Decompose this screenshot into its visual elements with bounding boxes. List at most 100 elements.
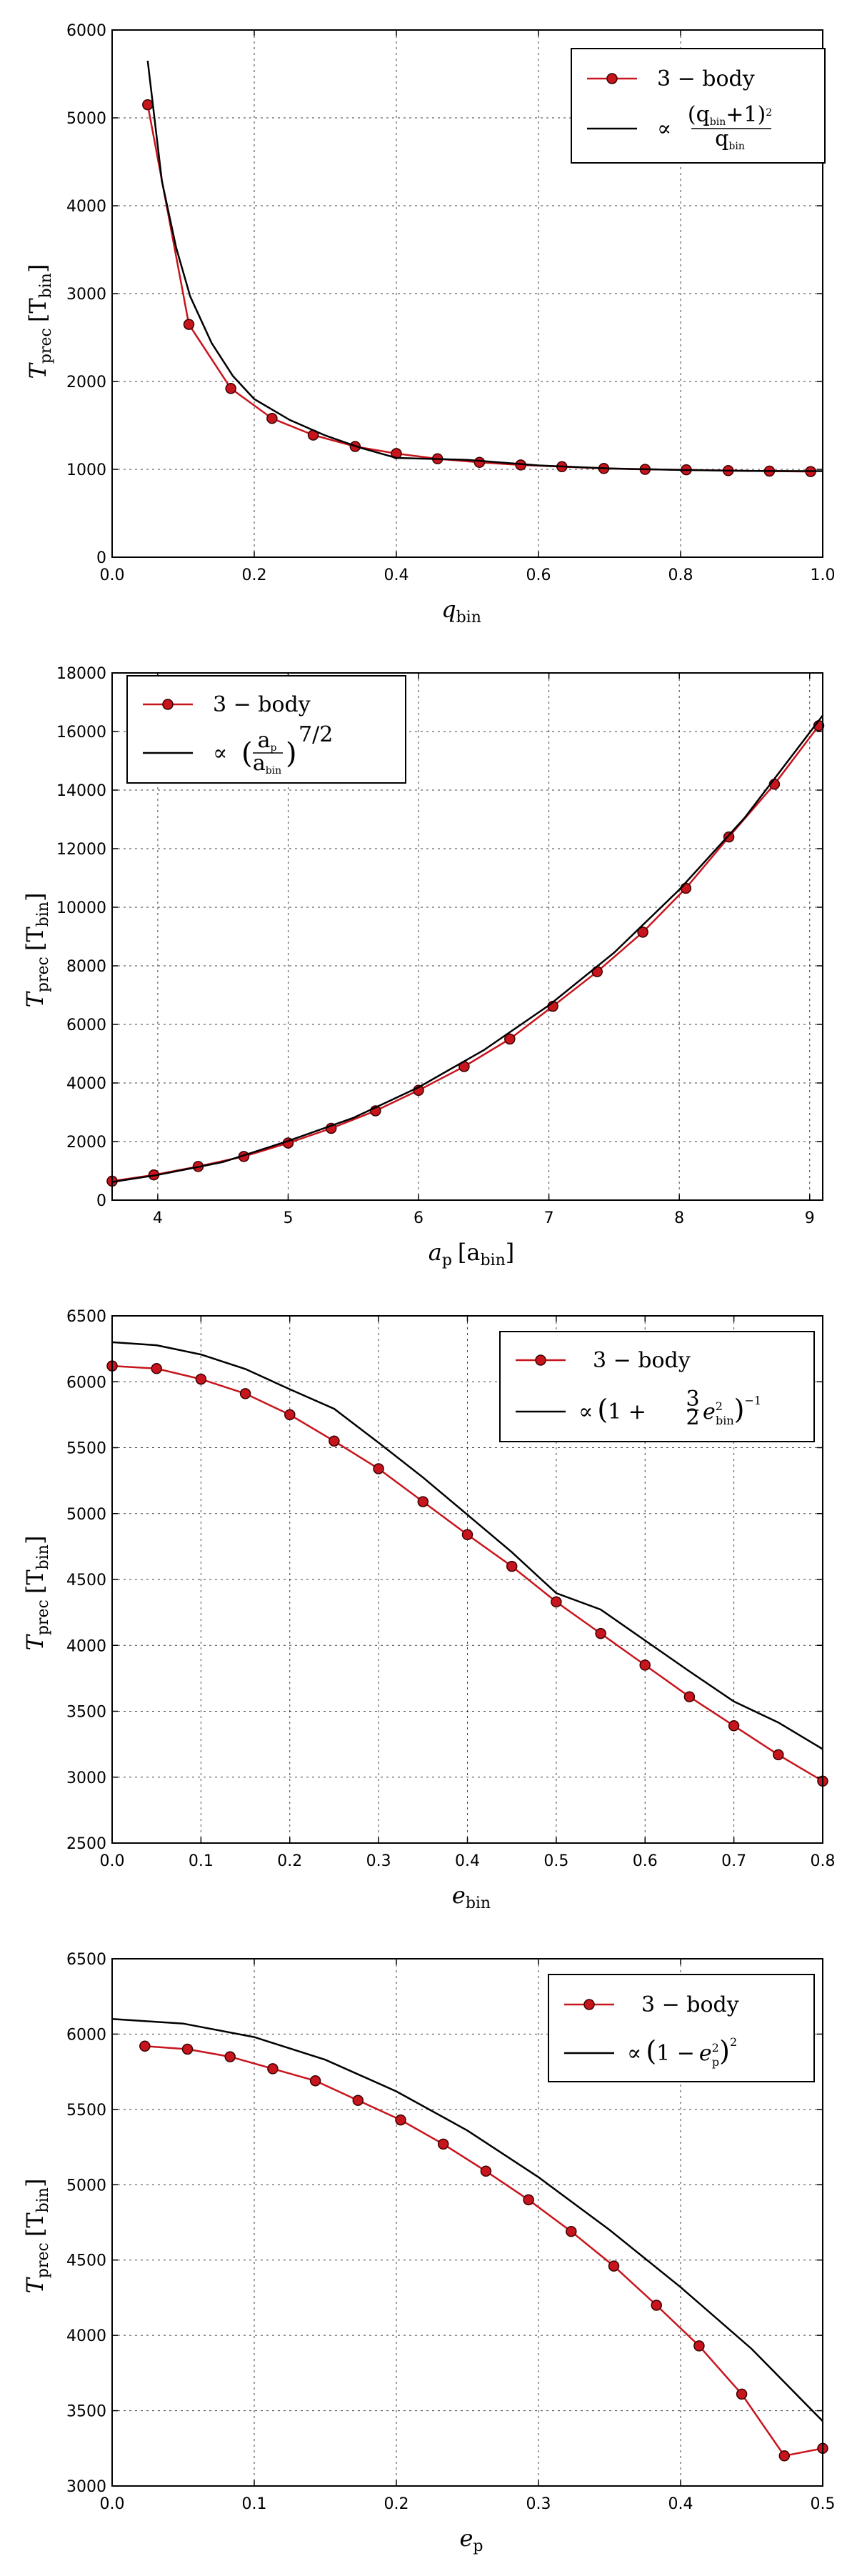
y-tick-label: 4000 <box>66 1637 106 1655</box>
y-tick-label: 2000 <box>66 374 106 391</box>
x-tick-label: 0.8 <box>668 566 693 584</box>
data-point <box>608 2260 620 2272</box>
y-axis-label: Tprec[Tbin] <box>21 2179 52 2294</box>
data-point <box>395 2114 406 2126</box>
x-tick-label: 4 <box>153 1209 163 1227</box>
x-tick-label: 8 <box>674 1209 684 1227</box>
data-point <box>417 1496 429 1507</box>
ticks-layer: 4 5 6 7 8 9 0 2000 4000 6000 8000 10000 12000 14000 16… <box>56 665 823 1227</box>
data-point <box>523 2194 534 2206</box>
x-tick-label: 0.4 <box>384 566 409 584</box>
x-tick-label: 7 <box>544 1209 554 1227</box>
x-tick-label: 0.1 <box>242 2495 267 2513</box>
series-fit-line <box>111 2018 823 2422</box>
series-fit-line <box>111 1341 823 1750</box>
data-point <box>183 319 195 330</box>
data-point <box>651 2300 662 2311</box>
x-tick-label: 0.5 <box>811 2495 836 2513</box>
legend-sim-marker <box>535 1354 546 1366</box>
series-layer <box>106 1341 828 1787</box>
legend-box <box>548 1974 815 2082</box>
x-tick-label: 0.2 <box>277 1852 302 1870</box>
y-tick-label: 8000 <box>66 958 106 976</box>
y-tick-label: 6500 <box>66 1308 106 1326</box>
plot-frame <box>111 672 823 1201</box>
y-tick-label: 0 <box>96 549 106 567</box>
x-tick-label: 0.0 <box>100 566 125 584</box>
y-tick-label: 14000 <box>56 782 106 800</box>
y-tick-label: 4000 <box>66 1075 106 1093</box>
legend-fit-numerator: (qbin+1)2 <box>688 102 772 128</box>
data-point <box>437 2138 449 2150</box>
data-point <box>329 1435 340 1447</box>
chart-a-p: 4 5 6 7 8 9 0 2000 4000 6000 8000 10000 12000 14000 16… <box>21 665 825 1269</box>
series-fit-line <box>146 60 823 472</box>
y-tick-label: 2500 <box>66 1835 106 1853</box>
data-point <box>504 1033 516 1045</box>
series-sim-line <box>111 725 820 1182</box>
data-point <box>723 831 735 843</box>
chart-q-bin: 0.0 0.2 0.4 0.6 0.8 1.0 0 1000 2000 3000 4000 5000 6… <box>24 22 836 626</box>
data-point <box>284 1409 296 1421</box>
data-point <box>225 383 236 394</box>
y-tick-label: 2000 <box>66 1134 106 1152</box>
legend: 3 − body ∝ (1 + 3 2 e2 bin)−1 <box>499 1331 815 1442</box>
legend-sim-marker <box>162 699 174 710</box>
y-tick-label: 6500 <box>66 1951 106 1969</box>
series-fit-line <box>111 714 823 1183</box>
y-axis-label: Tprec[Tbin] <box>24 264 55 379</box>
legend-fit-frac-num: 3 <box>686 1387 699 1412</box>
x-tick-label: 0.0 <box>100 2495 125 2513</box>
data-point <box>693 2340 705 2352</box>
x-tick-label: 0.8 <box>811 1852 836 1870</box>
x-tick-label: 0.0 <box>100 1852 125 1870</box>
plot-frame <box>111 1958 823 2487</box>
data-point <box>266 412 278 424</box>
data-point <box>595 1627 606 1639</box>
y-tick-label: 5000 <box>66 110 106 128</box>
ticks-layer: 0.0 0.2 0.4 0.6 0.8 1.0 0 1000 2000 3000 4000 5000 6… <box>66 22 836 584</box>
x-tick-label: 0.5 <box>543 1852 568 1870</box>
y-tick-label: 5000 <box>66 1506 106 1524</box>
data-point <box>195 1373 207 1385</box>
x-tick-label: 5 <box>283 1209 293 1227</box>
y-tick-label: 3500 <box>66 2403 106 2421</box>
data-point <box>637 927 648 938</box>
legend-box <box>126 675 406 784</box>
x-axis-label: ap [abin] <box>428 1239 515 1269</box>
data-point <box>778 2450 791 2462</box>
y-tick-label: 18000 <box>56 665 106 683</box>
y-tick-label: 6000 <box>66 1374 106 1392</box>
legend-fit-denominator: qbin <box>715 126 745 152</box>
data-point <box>181 2043 194 2055</box>
data-point <box>728 1720 740 1732</box>
legend-fit-frac-den: 2 <box>686 1405 699 1430</box>
data-point <box>352 2095 364 2106</box>
legend-label-fit-prop: ∝ <box>213 741 227 766</box>
legend-label-sim: 3 − body <box>213 692 311 717</box>
legend-label-sim: 3 − body <box>641 1992 739 2017</box>
y-tick-label: 5500 <box>66 1440 106 1458</box>
data-point <box>506 1560 518 1572</box>
data-point <box>142 99 154 111</box>
legend-sim-marker <box>583 1999 595 2010</box>
legend: 3 − body ∝ (qbin+1)2 qbin <box>571 48 826 164</box>
data-point <box>566 2225 577 2237</box>
legend-fit-exponent: 7/2 <box>299 722 333 747</box>
x-tick-label: 0.2 <box>384 2495 409 2513</box>
data-point <box>224 2051 236 2062</box>
y-tick-label: 5000 <box>66 2177 106 2195</box>
legend-box <box>571 48 826 164</box>
series-layer <box>142 60 823 477</box>
y-tick-label: 4500 <box>66 2252 106 2270</box>
x-tick-label: 0.3 <box>526 2495 551 2513</box>
data-point <box>373 1463 384 1474</box>
data-point <box>736 2388 748 2400</box>
y-tick-label: 12000 <box>56 841 106 859</box>
legend-label-fit: ∝ (1 − e2 p)2 <box>627 2035 737 2069</box>
y-tick-label: 0 <box>96 1192 106 1210</box>
x-axis-label: ep <box>459 2525 483 2555</box>
y-tick-label: 10000 <box>56 899 106 917</box>
legend-label-sim: 3 − body <box>657 66 755 91</box>
x-tick-label: 6 <box>414 1209 424 1227</box>
